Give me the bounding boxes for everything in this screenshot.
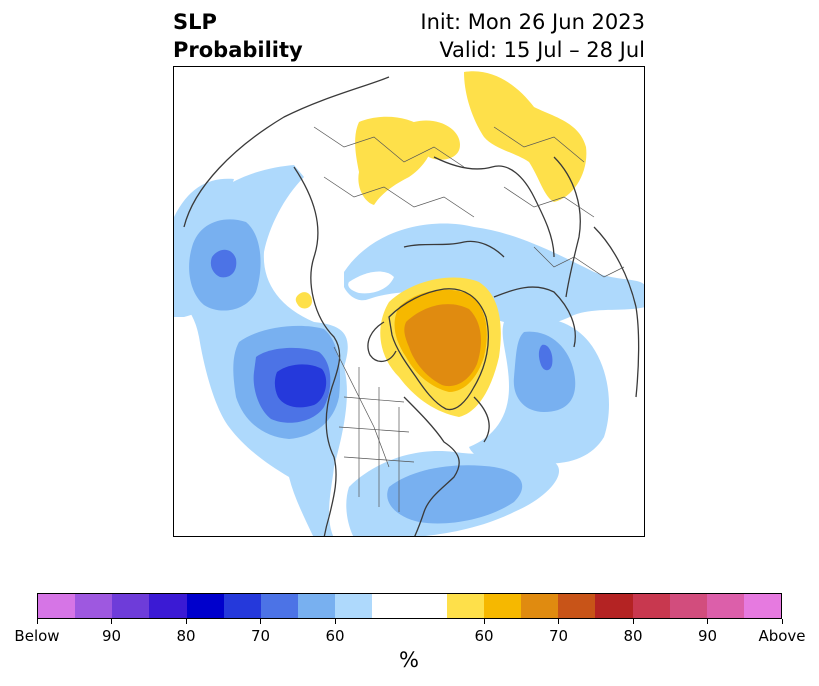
- colorbar-tick-label: 70: [548, 627, 569, 645]
- colorbar-segment: [409, 594, 447, 618]
- siberia-above-55-east: [464, 71, 587, 202]
- colorbar-tick: [558, 619, 559, 624]
- colorbar-tick-label: 60: [474, 627, 494, 645]
- colorbar-tick: [707, 619, 708, 624]
- colorbar-segment: [335, 594, 373, 618]
- colorbar-tick-label: 90: [697, 627, 718, 645]
- colorbar-tick: [781, 619, 783, 624]
- colorbar-units: %: [399, 648, 419, 672]
- colorbar-tick-label: Below: [14, 627, 60, 645]
- colorbar-segment: [112, 594, 150, 618]
- greenland-above-70: [404, 304, 481, 387]
- colorbar-tick: [260, 619, 261, 624]
- coastlines: [183, 76, 640, 536]
- colorbar-segment: [483, 594, 522, 618]
- borders: [313, 126, 625, 512]
- colorbar-segment: [298, 594, 336, 618]
- colorbar-tick-label: 70: [250, 627, 271, 645]
- siberia-above-55-central: [413, 120, 460, 160]
- map-panel: [173, 66, 645, 537]
- colorbar-tick-label: Above: [758, 627, 806, 645]
- colorbar-tick-label: 80: [176, 627, 196, 645]
- atlantic-below-65: [513, 331, 576, 412]
- init-date: Init: Mon 26 Jun 2023: [420, 10, 645, 34]
- colorbar-segment: [706, 594, 744, 618]
- colorbar-segment: [595, 594, 633, 618]
- colorbar-tick: [111, 619, 112, 624]
- colorbar-tick: [36, 619, 38, 624]
- colorbar-segment: [446, 594, 484, 618]
- colorbar-segment: [632, 594, 670, 618]
- pacific-below-70-west: [210, 249, 237, 278]
- colorbar-segment: [743, 594, 782, 618]
- colorbar-tick-label: 60: [325, 627, 345, 645]
- colorbar-segment: [186, 594, 224, 618]
- chart-dates: Init: Mon 26 Jun 2023 Valid: 15 Jul – 28…: [420, 8, 645, 64]
- colorbar-segment: [75, 594, 113, 618]
- chart-title: SLP Probability: [173, 8, 303, 64]
- title-variable: SLP: [173, 10, 217, 34]
- colorbar: [37, 593, 782, 619]
- pacific-below-80: [274, 364, 327, 408]
- colorbar-tick: [185, 619, 187, 624]
- colorbar-segment: [223, 594, 261, 618]
- eastern-us-below-65: [387, 465, 523, 524]
- colorbar-segment: [260, 594, 299, 618]
- atlantic-below-70: [538, 344, 553, 371]
- arctic-below-60: [344, 223, 644, 328]
- colorbar-tick: [334, 619, 336, 624]
- colorbar-tick: [632, 619, 634, 624]
- colorbar-segment: [558, 594, 596, 618]
- siberia-above-55: [355, 116, 433, 205]
- valid-range: Valid: 15 Jul – 28 Jul: [439, 38, 645, 62]
- colorbar-segment: [372, 594, 410, 618]
- colorbar-tick-label: 80: [623, 627, 643, 645]
- pacific-above-spot: [295, 292, 312, 309]
- colorbar-tick-label: 90: [101, 627, 122, 645]
- colorbar-segment: [669, 594, 707, 618]
- arctic-neutral: [348, 271, 394, 294]
- colorbar-segment: [38, 594, 76, 618]
- colorbar-segment: [149, 594, 187, 618]
- title-type: Probability: [173, 38, 303, 62]
- colorbar-segment: [521, 594, 559, 618]
- polar-map: [174, 71, 644, 536]
- colorbar-tick: [483, 619, 485, 624]
